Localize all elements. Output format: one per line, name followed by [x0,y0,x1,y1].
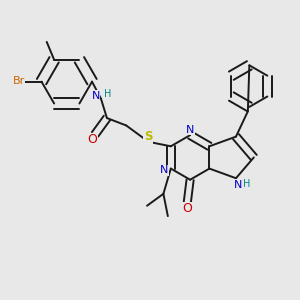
Text: N: N [92,91,100,101]
Text: H: H [243,178,250,189]
Text: O: O [182,202,192,215]
Text: H: H [104,89,111,99]
Text: N: N [186,125,194,135]
Text: N: N [234,180,242,190]
Text: N: N [160,165,169,175]
Text: S: S [144,130,152,143]
Text: Br: Br [13,76,25,86]
Text: O: O [87,133,97,146]
